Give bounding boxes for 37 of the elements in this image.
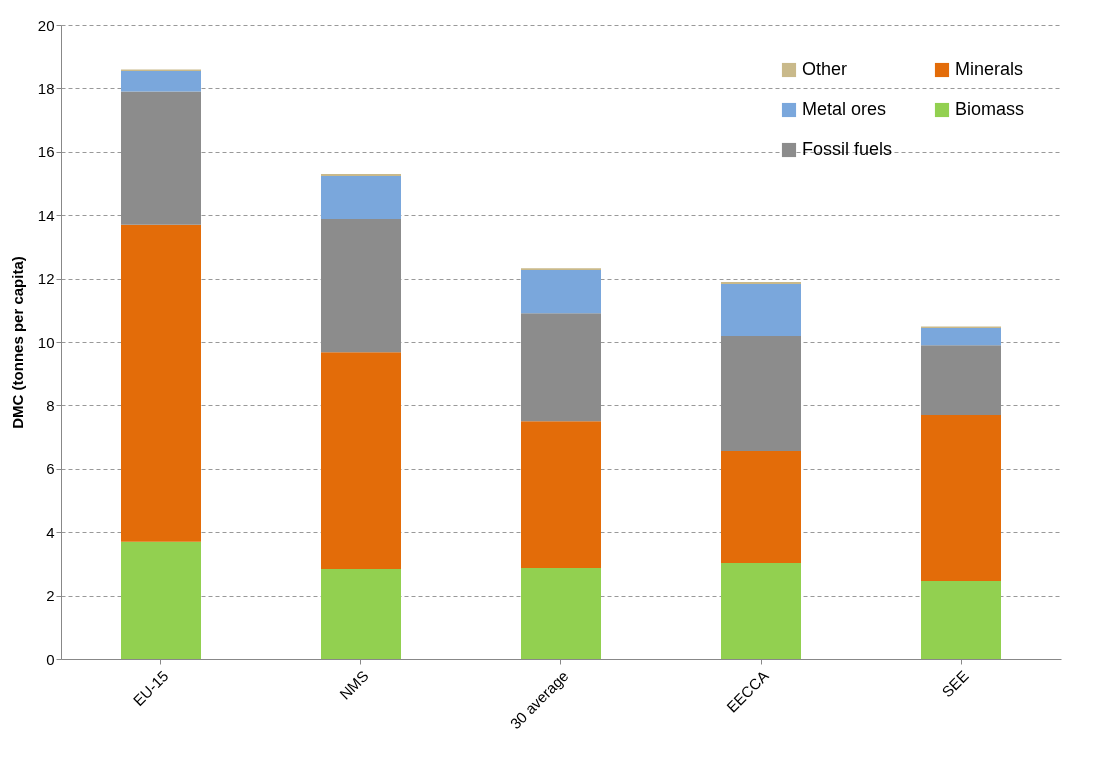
bar	[321, 352, 401, 569]
y-tick-label: 0	[46, 650, 55, 668]
y-tick-label: 8	[46, 396, 55, 414]
y-tick-label: 18	[37, 79, 55, 97]
y-tick-label: 10	[37, 333, 55, 351]
y-tick-label: 6	[46, 460, 55, 478]
legend-label: Minerals	[955, 59, 1024, 79]
y-tick-label: 16	[37, 143, 55, 161]
y-tick-label: 20	[37, 16, 55, 34]
y-tick-label: 4	[46, 523, 55, 541]
bar	[521, 568, 601, 659]
bar	[121, 224, 201, 542]
bar	[521, 270, 601, 314]
bar	[721, 451, 801, 563]
y-tick-label: 2	[46, 587, 55, 605]
bar	[921, 414, 1001, 582]
legend-label: Biomass	[955, 99, 1025, 119]
bar	[521, 421, 601, 569]
bar	[721, 562, 801, 659]
y-tick-label: 12	[37, 270, 55, 288]
bar	[921, 328, 1001, 346]
bar	[721, 283, 801, 336]
y-tick-label: 14	[37, 206, 55, 224]
bar	[121, 91, 201, 225]
bar	[921, 345, 1001, 415]
bar	[321, 568, 401, 659]
bar	[921, 581, 1001, 659]
bar	[121, 70, 201, 92]
y-axis-title: DMC (tonnes per capita)	[8, 256, 26, 429]
bar	[521, 313, 601, 422]
bar	[321, 175, 401, 219]
bar	[121, 541, 201, 659]
legend-label: Other	[802, 59, 848, 79]
legend-label: Fossil fuels	[802, 139, 893, 159]
legend-label: Metal ores	[802, 99, 887, 119]
bar	[721, 335, 801, 452]
bar	[321, 219, 401, 353]
